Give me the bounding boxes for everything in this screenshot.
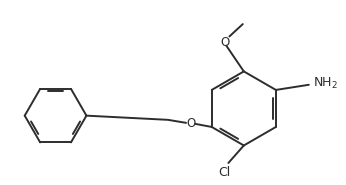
Text: methoxy: methoxy: [219, 14, 271, 28]
Text: O: O: [221, 36, 230, 49]
Text: NH$_2$: NH$_2$: [313, 76, 338, 91]
Text: O: O: [186, 117, 196, 130]
Text: Cl: Cl: [218, 166, 230, 179]
Text: methoxy: methoxy: [247, 16, 299, 28]
